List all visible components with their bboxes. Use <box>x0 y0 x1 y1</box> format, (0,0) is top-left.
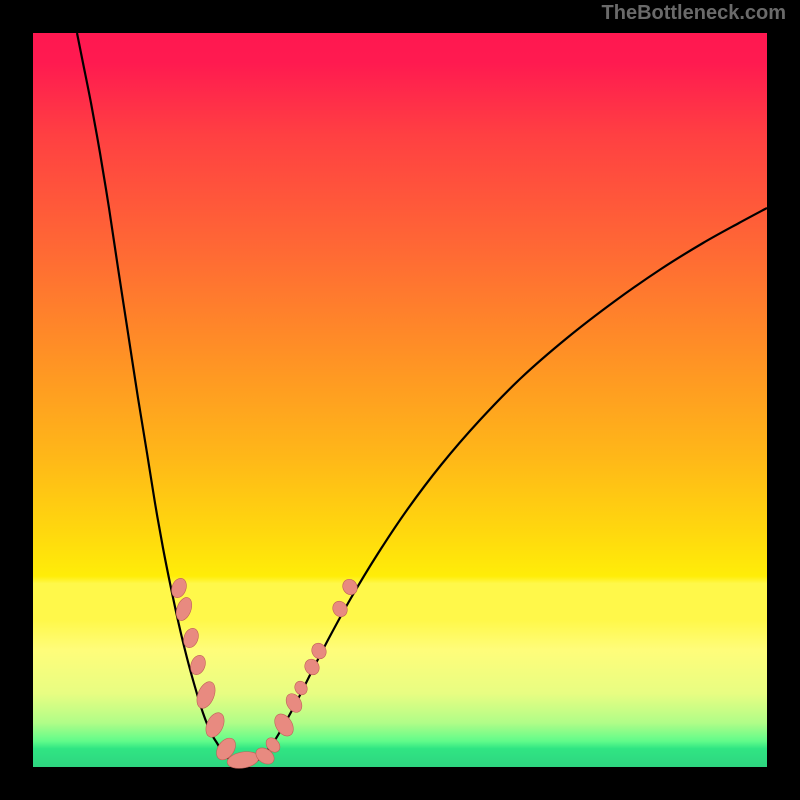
bead-marker <box>340 577 360 598</box>
chart-container: TheBottleneck.com <box>0 0 800 800</box>
bead-marker <box>330 599 350 620</box>
left-curve <box>77 33 243 766</box>
attribution-label: TheBottleneck.com <box>602 2 786 25</box>
bead-marker <box>202 710 227 740</box>
curves-layer <box>33 33 767 767</box>
beads-group <box>169 576 360 770</box>
right-curve <box>243 208 767 766</box>
bead-marker <box>271 711 297 740</box>
plot-area <box>33 33 767 767</box>
